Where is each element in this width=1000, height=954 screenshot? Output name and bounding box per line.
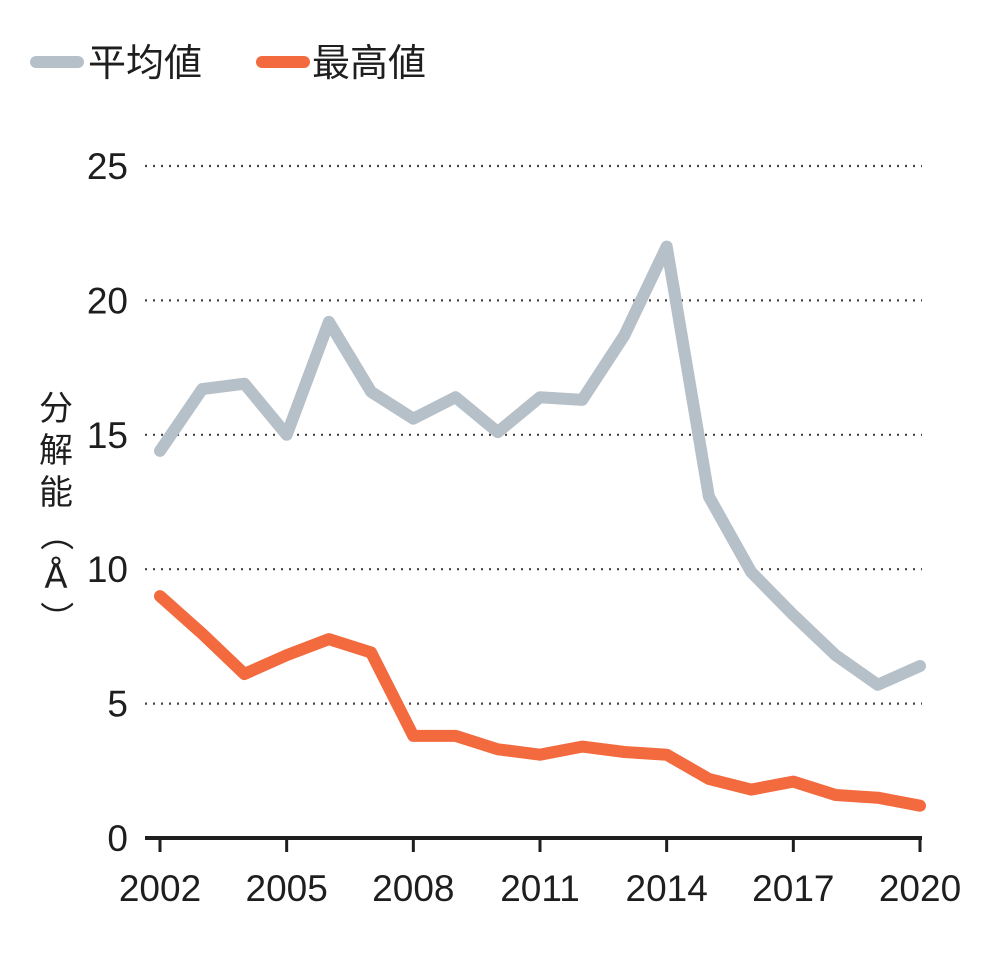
x-tick-label: 2017 (752, 868, 834, 909)
y-axis-label-char: Å (44, 556, 67, 597)
x-tick-label: 2008 (372, 868, 454, 909)
y-axis-label: 分解能 （ Å ） (35, 389, 75, 635)
x-tick-label: 2011 (500, 868, 580, 909)
y-axis-label-char: 能 (39, 473, 73, 513)
x-tick-label: 2005 (246, 868, 328, 909)
y-tick-label: 5 (107, 684, 128, 725)
y-tick-label: 20 (87, 280, 128, 321)
y-tick-label: 15 (87, 415, 128, 456)
x-tick-label: 2014 (626, 868, 708, 909)
y-axis-label-char: （ (35, 517, 75, 551)
gridlines (145, 164, 922, 705)
y-axis-label-char: 解 (39, 431, 73, 471)
x-tick-label: 2020 (879, 868, 961, 909)
x-axis: 2002 2005 2008 2011 2014 2017 2020 (119, 836, 961, 909)
series-line-average (154, 240, 926, 691)
y-tick-label: 25 (87, 146, 128, 187)
y-axis-label-char: ） (35, 601, 75, 635)
legend-label-best: 最高値 (312, 41, 426, 85)
y-tick-label: 10 (87, 549, 128, 590)
y-tick-label: 0 (107, 818, 128, 859)
y-tick-labels: 0 5 10 15 20 25 (87, 146, 128, 859)
legend: 平均値 最高値 (30, 41, 426, 85)
series-line-best (154, 590, 926, 812)
series-lines (154, 240, 926, 812)
legend-label-average: 平均値 (88, 41, 202, 85)
y-axis-label-char: 分 (39, 389, 73, 429)
x-tick-label: 2002 (119, 868, 201, 909)
